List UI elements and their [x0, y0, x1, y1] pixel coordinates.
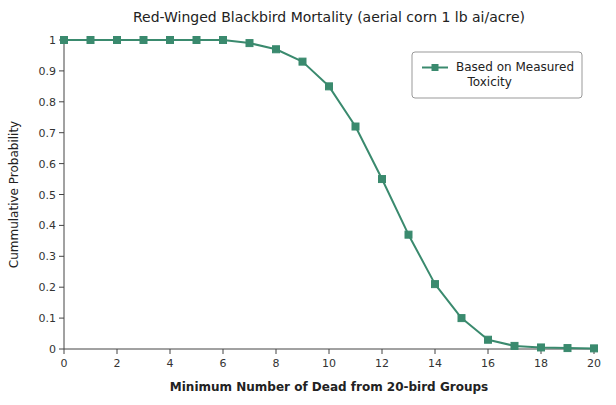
y-tick-label: 0.9 [39, 65, 57, 78]
y-tick [59, 225, 64, 226]
title: Red-Winged Blackbird Mortality (aerial c… [133, 9, 525, 25]
y-tick [59, 163, 64, 164]
data-point [61, 37, 68, 44]
plot-area [61, 37, 598, 352]
y-tick-label: 0.2 [39, 281, 57, 294]
data-point [326, 83, 333, 90]
y-tick-label: 0.8 [39, 96, 57, 109]
data-point [352, 123, 359, 130]
x-tick-label: 0 [61, 357, 68, 370]
data-point [485, 336, 492, 343]
legend-label-line: Toxicity [456, 75, 512, 89]
x-tick [64, 349, 65, 354]
data-point [220, 37, 227, 44]
y-tick-label: 0.7 [39, 127, 57, 140]
data-point [538, 344, 545, 351]
y-axis-label: Cummulative Probability [7, 121, 21, 268]
data-point [114, 37, 121, 44]
x-tick-label: 20 [587, 357, 601, 370]
x-tick [170, 349, 171, 354]
background [0, 0, 616, 405]
legend-label: Based on Measured Toxicity [456, 60, 574, 89]
y-tick-label: 1 [49, 34, 56, 47]
x-tick-label: 16 [481, 357, 495, 370]
data-point [458, 315, 465, 322]
x-tick-label: 2 [114, 357, 121, 370]
y-tick [59, 194, 64, 195]
data-point [167, 37, 174, 44]
data-point [432, 281, 439, 288]
y-tick [59, 287, 64, 288]
x-tick [382, 349, 383, 354]
data-point [193, 37, 200, 44]
y-tick [59, 101, 64, 102]
y-tick-label: 0.4 [39, 219, 57, 232]
series-line [64, 40, 594, 348]
x-tick-label: 6 [220, 357, 227, 370]
data-point [87, 37, 94, 44]
data-point [246, 40, 253, 47]
data-point [564, 345, 571, 352]
x-tick [435, 349, 436, 354]
x-tick-label: 10 [322, 357, 336, 370]
y-tick [59, 70, 64, 71]
x-tick [276, 349, 277, 354]
data-point [273, 46, 280, 53]
x-tick-label: 4 [167, 357, 174, 370]
y-tick-label: 0.6 [39, 158, 57, 171]
x-tick [329, 349, 330, 354]
x-tick-label: 12 [375, 357, 389, 370]
legend-marker [432, 64, 439, 71]
y-tick [59, 318, 64, 319]
data-point [405, 231, 412, 238]
x-tick-label: 8 [273, 357, 280, 370]
y-tick-label: 0.5 [39, 189, 57, 202]
data-point [591, 345, 598, 352]
chart: 0 2 4 6 8 10 12 14 16 18 20 0 0.1 0.2 0.3 0.4 0.5 0.6 0.7 0… [0, 0, 616, 405]
y-tick [59, 132, 64, 133]
data-point [511, 342, 518, 349]
y-tick-label: 0.1 [39, 312, 57, 325]
y-tick [59, 349, 64, 350]
x-tick [488, 349, 489, 354]
x-tick-label: 18 [534, 357, 548, 370]
x-tick [117, 349, 118, 354]
y-tick-label: 0 [49, 343, 56, 356]
data-point [299, 58, 306, 65]
y-tick-label: 0.3 [39, 250, 57, 263]
x-tick-label: 14 [428, 357, 442, 370]
data-point [140, 37, 147, 44]
data-point [379, 176, 386, 183]
legend-box [412, 52, 582, 98]
legend-label-line: Based on Measured [456, 60, 574, 74]
x-tick [223, 349, 224, 354]
x-axis-label: Minimum Number of Dead from 20-bird Grou… [170, 380, 488, 394]
legend: Based on Measured Toxicity [412, 52, 582, 98]
y-tick [59, 256, 64, 257]
